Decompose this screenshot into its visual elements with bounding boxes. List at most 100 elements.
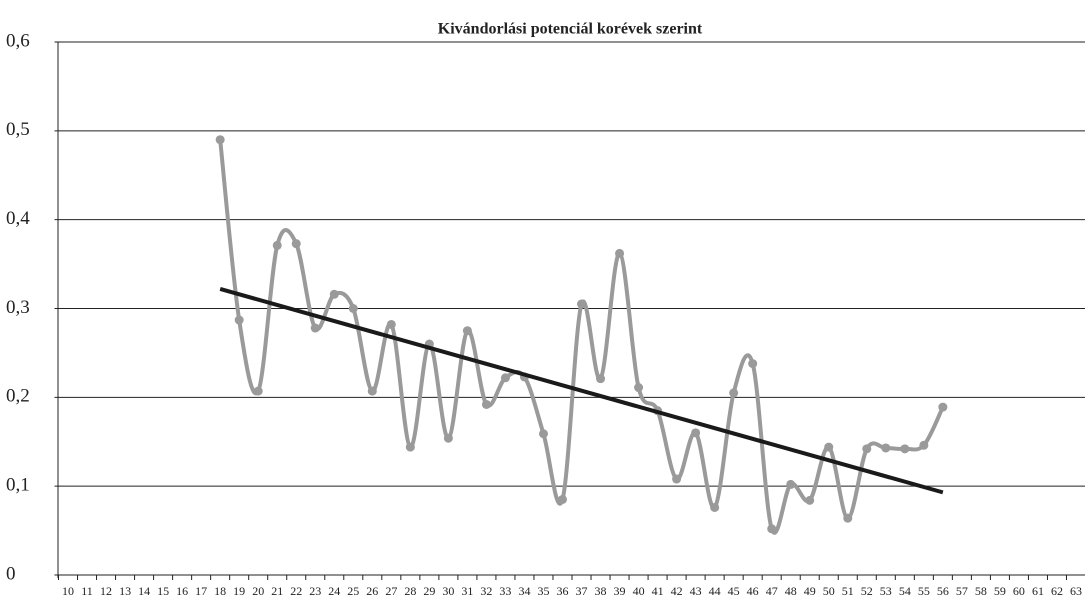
- x-tick-label: 17: [195, 584, 207, 598]
- data-point: [615, 248, 625, 258]
- x-tick-label: 26: [366, 584, 378, 598]
- y-tick-label: 0,3: [6, 297, 30, 318]
- x-tick-label: 15: [157, 584, 169, 598]
- x-tick-label: 40: [633, 584, 645, 598]
- y-tick-label: 0,6: [6, 30, 30, 51]
- data-point: [500, 373, 510, 383]
- x-tick-label: 28: [404, 584, 416, 598]
- x-tick-label: 23: [309, 584, 321, 598]
- data-point: [938, 402, 948, 412]
- y-tick-label: 0: [6, 563, 16, 584]
- data-point: [253, 386, 263, 396]
- x-tick-label: 37: [576, 584, 588, 598]
- x-tick-label: 53: [880, 584, 892, 598]
- x-tick-label: 22: [290, 584, 302, 598]
- x-tick-label: 21: [271, 584, 283, 598]
- y-tick-label: 0,1: [6, 475, 30, 496]
- x-tick-label: 24: [328, 584, 340, 598]
- data-point: [234, 315, 244, 325]
- data-point: [538, 429, 548, 439]
- x-tick-label: 27: [385, 584, 397, 598]
- x-tick-label: 49: [804, 584, 816, 598]
- data-point: [272, 240, 282, 250]
- x-tick-label: 33: [499, 584, 511, 598]
- x-tick-label: 39: [614, 584, 626, 598]
- x-tick-label: 44: [709, 584, 721, 598]
- data-point: [805, 495, 815, 505]
- x-tick-label: 42: [671, 584, 683, 598]
- data-point: [386, 319, 396, 329]
- data-point: [786, 479, 796, 489]
- data-point: [729, 388, 739, 398]
- data-point: [443, 433, 453, 443]
- data-point: [557, 494, 567, 504]
- data-point: [843, 513, 853, 523]
- data-point: [596, 374, 606, 384]
- chart-title: Kivándorlási potenciál korévek szerint: [438, 21, 703, 38]
- x-tick-label: 58: [975, 584, 987, 598]
- x-tick-label: 36: [556, 584, 568, 598]
- x-tick-label: 43: [690, 584, 702, 598]
- y-tick-label: 0,5: [6, 119, 30, 140]
- x-tick-label: 34: [518, 584, 530, 598]
- data-point: [310, 323, 320, 333]
- data-point: [348, 304, 358, 313]
- x-tick-label: 50: [823, 584, 835, 598]
- x-tick-label: 19: [233, 584, 245, 598]
- x-tick-label: 48: [785, 584, 797, 598]
- x-tick-label: 55: [918, 584, 930, 598]
- x-tick-label: 18: [214, 584, 226, 598]
- x-tick-label: 52: [861, 584, 873, 598]
- data-point: [215, 135, 225, 145]
- x-tick-label: 38: [595, 584, 607, 598]
- data-point: [634, 383, 644, 393]
- x-tick-label: 29: [423, 584, 435, 598]
- x-tick-label: 31: [461, 584, 473, 598]
- data-point: [481, 399, 491, 409]
- data-point: [672, 474, 682, 484]
- x-tick-label: 46: [747, 584, 759, 598]
- data-point: [329, 289, 339, 299]
- data-point: [900, 444, 910, 454]
- data-point: [462, 326, 472, 336]
- data-line: [218, 139, 945, 535]
- data-point: [919, 440, 929, 450]
- x-tick-label: 12: [100, 584, 112, 598]
- data-point: [691, 428, 701, 438]
- data-point: [748, 359, 758, 369]
- data-point: [291, 239, 301, 249]
- x-tick-label: 32: [480, 584, 492, 598]
- data-point: [881, 443, 891, 453]
- x-tick-label: 45: [728, 584, 740, 598]
- x-tick-label: 60: [1013, 584, 1025, 598]
- data-point: [367, 386, 377, 396]
- x-tick-label: 56: [937, 584, 949, 598]
- x-tick-label: 62: [1051, 584, 1063, 598]
- x-tick-label: 13: [119, 584, 131, 598]
- x-tick-label: 47: [766, 584, 778, 598]
- trend-line: [219, 287, 944, 495]
- x-tick-label: 61: [1032, 584, 1044, 598]
- x-tick-label: 14: [138, 584, 150, 598]
- x-tick-label: 11: [81, 584, 93, 598]
- x-tick-label: 59: [994, 584, 1006, 598]
- y-tick-label: 0,2: [6, 386, 30, 407]
- x-tick-label: 35: [537, 584, 549, 598]
- x-tick-label: 63: [1070, 584, 1082, 598]
- data-point: [710, 502, 720, 512]
- x-tick-label: 57: [956, 584, 968, 598]
- x-tick-label: 41: [652, 584, 664, 598]
- data-point: [405, 442, 415, 452]
- data-point: [577, 299, 587, 309]
- data-point: [767, 524, 777, 534]
- data-point: [862, 444, 872, 454]
- x-tick-label: 20: [252, 584, 264, 598]
- x-tick-label: 10: [62, 584, 74, 598]
- x-tick-label: 30: [442, 584, 454, 598]
- data-point: [824, 442, 834, 452]
- x-tick-label: 54: [899, 584, 911, 598]
- x-tick-label: 16: [176, 584, 188, 598]
- x-tick-label: 51: [842, 584, 854, 598]
- y-tick-label: 0,4: [6, 208, 30, 229]
